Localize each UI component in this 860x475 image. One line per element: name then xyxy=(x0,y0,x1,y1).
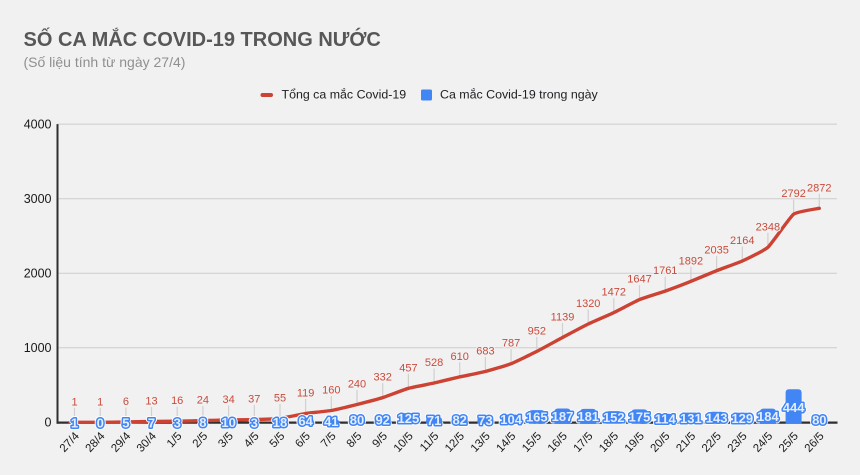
svg-text:2348: 2348 xyxy=(756,221,780,233)
svg-text:82: 82 xyxy=(452,413,466,428)
svg-text:1: 1 xyxy=(97,396,103,408)
svg-text:1320: 1320 xyxy=(576,298,600,310)
svg-text:41: 41 xyxy=(324,414,338,429)
svg-text:3: 3 xyxy=(174,415,181,430)
svg-text:3: 3 xyxy=(251,415,258,430)
svg-text:160: 160 xyxy=(322,385,340,397)
svg-text:787: 787 xyxy=(502,338,520,350)
svg-text:184: 184 xyxy=(757,409,779,424)
svg-text:1000: 1000 xyxy=(24,341,52,355)
svg-text:1761: 1761 xyxy=(653,265,677,277)
svg-text:1892: 1892 xyxy=(679,255,703,267)
svg-text:55: 55 xyxy=(274,392,286,404)
svg-text:0: 0 xyxy=(97,416,104,431)
svg-text:1647: 1647 xyxy=(627,274,651,286)
svg-text:165: 165 xyxy=(526,410,548,425)
svg-text:6: 6 xyxy=(123,396,129,408)
svg-text:131: 131 xyxy=(680,411,702,426)
svg-text:80: 80 xyxy=(812,413,826,428)
svg-text:64: 64 xyxy=(298,413,313,428)
svg-text:SỐ CA MẮC COVID-19 TRONG NƯỚC: SỐ CA MẮC COVID-19 TRONG NƯỚC xyxy=(24,27,381,51)
svg-text:10: 10 xyxy=(221,415,235,430)
svg-text:4000: 4000 xyxy=(24,117,52,131)
svg-text:8: 8 xyxy=(199,415,206,430)
svg-text:240: 240 xyxy=(348,379,366,391)
svg-text:10: 10 xyxy=(221,415,235,430)
svg-text:7: 7 xyxy=(148,415,155,430)
svg-text:Tổng ca mắc Covid-19: Tổng ca mắc Covid-19 xyxy=(282,86,407,101)
svg-text:129: 129 xyxy=(731,411,753,426)
svg-text:13: 13 xyxy=(145,395,157,407)
svg-text:5: 5 xyxy=(122,415,129,430)
svg-text:3: 3 xyxy=(251,415,258,430)
svg-text:1139: 1139 xyxy=(551,312,575,324)
svg-text:37: 37 xyxy=(248,394,260,406)
svg-text:18: 18 xyxy=(273,415,287,430)
svg-text:1: 1 xyxy=(71,416,78,431)
svg-text:444: 444 xyxy=(783,400,805,415)
svg-text:125: 125 xyxy=(398,411,420,426)
svg-text:2000: 2000 xyxy=(24,267,52,281)
svg-text:0: 0 xyxy=(97,416,104,431)
svg-text:143: 143 xyxy=(706,411,728,426)
svg-text:71: 71 xyxy=(427,413,441,428)
svg-text:2164: 2164 xyxy=(730,235,754,247)
svg-text:34: 34 xyxy=(222,394,234,406)
svg-text:457: 457 xyxy=(399,362,417,374)
svg-text:2035: 2035 xyxy=(704,245,728,257)
svg-text:0: 0 xyxy=(45,416,52,430)
svg-text:187: 187 xyxy=(552,409,574,424)
svg-text:181: 181 xyxy=(577,409,599,424)
svg-text:80: 80 xyxy=(350,413,364,428)
svg-text:73: 73 xyxy=(478,413,492,428)
svg-text:332: 332 xyxy=(374,372,392,384)
svg-text:114: 114 xyxy=(655,412,677,427)
svg-text:1: 1 xyxy=(71,396,77,408)
svg-text:104: 104 xyxy=(500,412,522,427)
svg-text:(Số liệu tính từ ngày 27/4): (Số liệu tính từ ngày 27/4) xyxy=(24,54,186,70)
svg-text:610: 610 xyxy=(451,351,469,363)
svg-text:92: 92 xyxy=(375,412,389,427)
svg-text:18: 18 xyxy=(273,415,287,430)
svg-text:5: 5 xyxy=(122,415,129,430)
svg-text:8: 8 xyxy=(199,415,206,430)
svg-text:24: 24 xyxy=(197,395,209,407)
svg-text:119: 119 xyxy=(297,388,315,400)
svg-text:Ca mắc Covid-19 trong ngày: Ca mắc Covid-19 trong ngày xyxy=(440,86,599,101)
svg-text:3000: 3000 xyxy=(24,192,52,206)
svg-text:2792: 2792 xyxy=(781,188,805,200)
svg-text:1: 1 xyxy=(71,416,78,431)
svg-text:3: 3 xyxy=(174,415,181,430)
svg-text:1472: 1472 xyxy=(602,287,626,299)
svg-text:152: 152 xyxy=(603,410,625,425)
svg-text:2872: 2872 xyxy=(807,182,831,194)
svg-text:528: 528 xyxy=(425,357,443,369)
svg-text:16: 16 xyxy=(171,395,183,407)
svg-text:683: 683 xyxy=(476,346,494,358)
svg-text:7: 7 xyxy=(148,415,155,430)
svg-text:952: 952 xyxy=(528,325,546,337)
svg-text:175: 175 xyxy=(629,409,651,424)
